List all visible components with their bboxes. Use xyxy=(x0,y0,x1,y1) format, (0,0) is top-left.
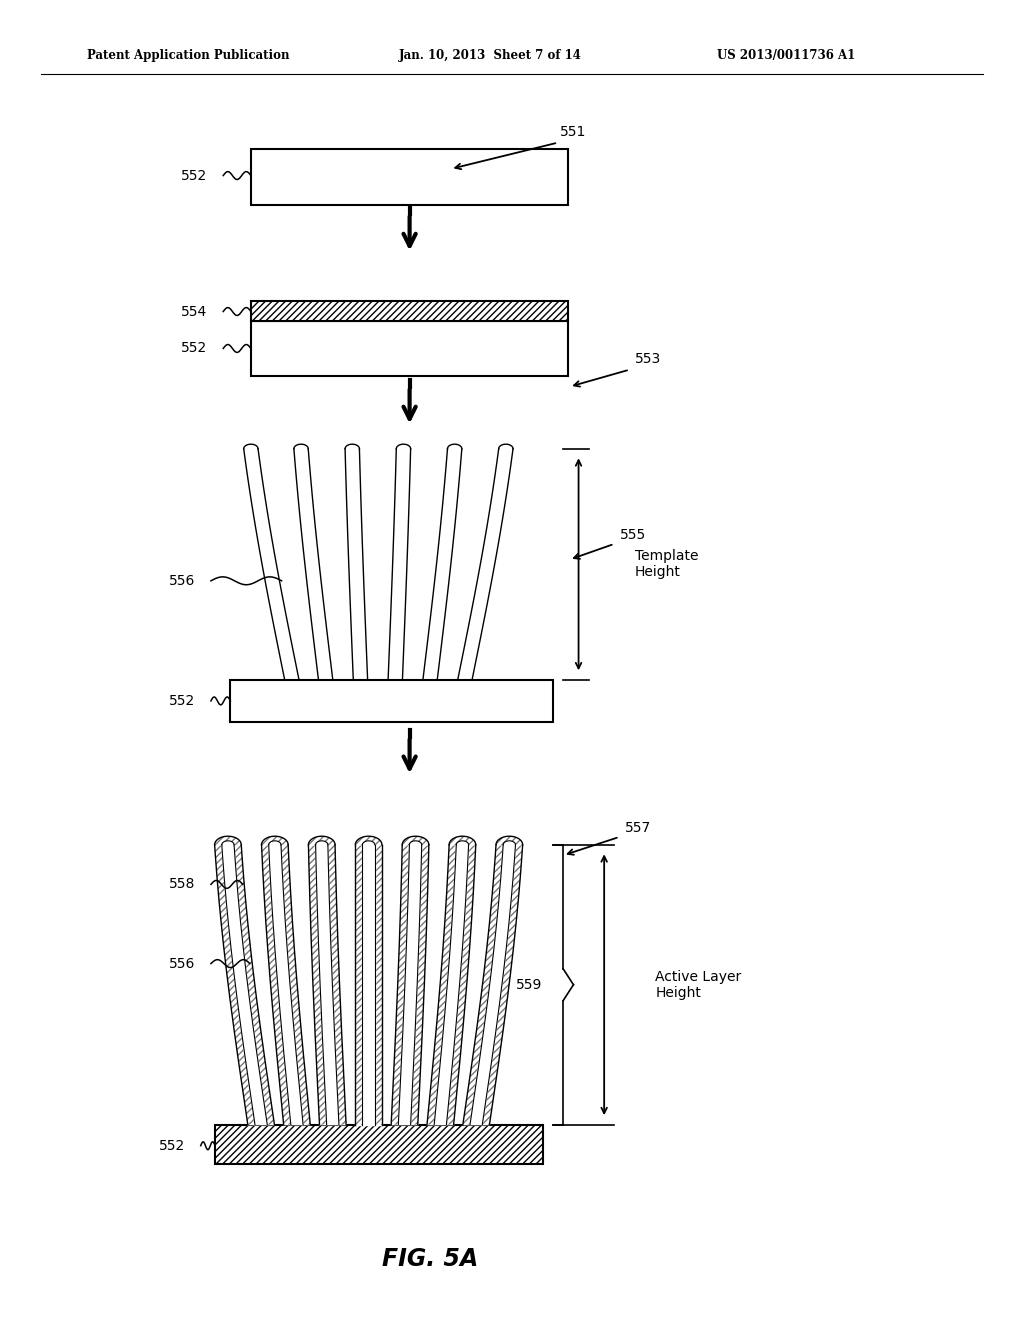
Polygon shape xyxy=(391,845,410,1125)
Text: Jan. 10, 2013  Sheet 7 of 14: Jan. 10, 2013 Sheet 7 of 14 xyxy=(399,49,583,62)
Polygon shape xyxy=(398,845,422,1125)
Polygon shape xyxy=(402,837,429,845)
Polygon shape xyxy=(281,845,310,1125)
Polygon shape xyxy=(328,845,346,1125)
Text: 552: 552 xyxy=(159,1139,185,1152)
Text: 551: 551 xyxy=(560,125,587,139)
Polygon shape xyxy=(411,845,429,1125)
Text: 552: 552 xyxy=(181,169,208,182)
Text: 552: 552 xyxy=(181,342,208,355)
Polygon shape xyxy=(434,845,469,1125)
Text: 552: 552 xyxy=(169,694,196,708)
Polygon shape xyxy=(427,845,457,1125)
Polygon shape xyxy=(215,845,255,1125)
Polygon shape xyxy=(315,845,339,1125)
Polygon shape xyxy=(355,845,362,1125)
Text: 557: 557 xyxy=(625,821,651,834)
Text: US 2013/0011736 A1: US 2013/0011736 A1 xyxy=(717,49,855,62)
Polygon shape xyxy=(261,837,288,845)
Bar xyxy=(251,321,568,376)
Bar xyxy=(230,680,553,722)
Text: FIG. 5A: FIG. 5A xyxy=(382,1247,478,1271)
Text: Patent Application Publication: Patent Application Publication xyxy=(87,49,290,62)
Polygon shape xyxy=(234,845,274,1125)
Polygon shape xyxy=(362,845,375,1125)
Bar xyxy=(251,149,568,205)
Bar xyxy=(215,1125,543,1164)
Polygon shape xyxy=(482,845,522,1125)
Polygon shape xyxy=(355,837,382,845)
Polygon shape xyxy=(222,845,267,1125)
Polygon shape xyxy=(308,837,335,845)
Polygon shape xyxy=(446,845,476,1125)
Text: 553: 553 xyxy=(635,352,662,366)
Text: 558: 558 xyxy=(169,878,196,891)
Polygon shape xyxy=(375,845,382,1125)
Text: Active Layer
Height: Active Layer Height xyxy=(655,970,741,999)
Polygon shape xyxy=(261,845,291,1125)
Bar xyxy=(251,301,568,321)
Polygon shape xyxy=(450,837,476,845)
Text: 555: 555 xyxy=(620,528,646,541)
Text: 556: 556 xyxy=(169,957,196,970)
Polygon shape xyxy=(470,845,515,1125)
Text: Template
Height: Template Height xyxy=(635,549,698,579)
Polygon shape xyxy=(268,845,303,1125)
Polygon shape xyxy=(463,845,503,1125)
Polygon shape xyxy=(496,837,522,845)
Polygon shape xyxy=(308,845,327,1125)
Polygon shape xyxy=(215,837,242,845)
Text: 554: 554 xyxy=(181,305,208,318)
Text: 559: 559 xyxy=(516,978,543,991)
Text: 556: 556 xyxy=(169,574,196,587)
